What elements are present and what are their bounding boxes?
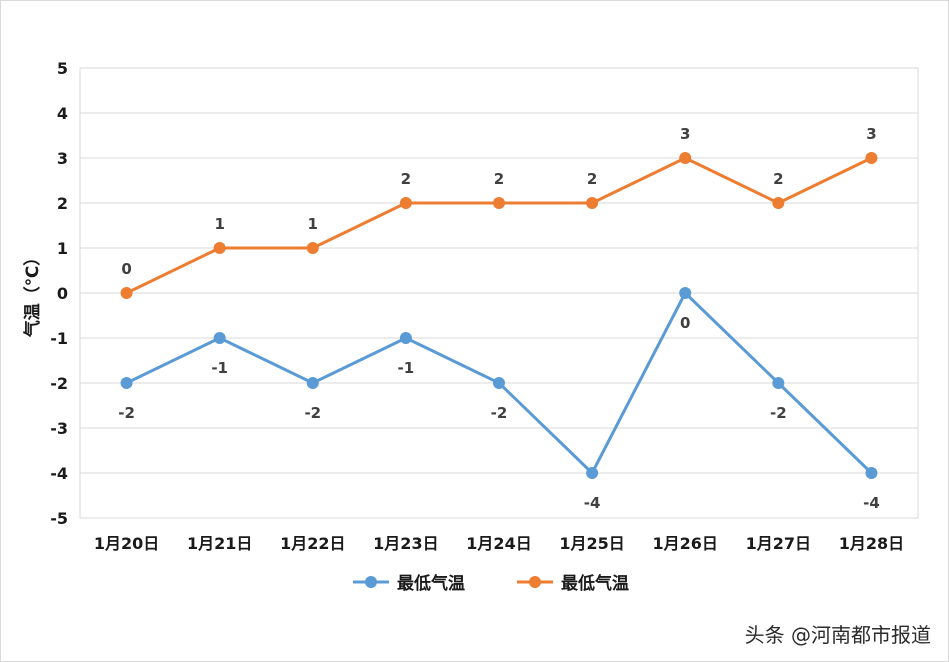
y-tick-label: -5 — [50, 509, 68, 528]
series-group: -2 -1 -2 -1 -2 -4 0 -2 -4 0 1 1 2 2 2 3 2 3 — [118, 125, 880, 512]
data-label: 3 — [680, 125, 690, 143]
data-label: 2 — [401, 170, 411, 188]
y-tick-label: -4 — [50, 464, 68, 483]
data-point — [493, 377, 505, 389]
y-tick-label: -2 — [50, 374, 68, 393]
y-tick-label: 0 — [57, 284, 68, 303]
plot-area-border — [79, 67, 919, 519]
data-label: 2 — [587, 170, 597, 188]
x-tick-label: 1月28日 — [839, 534, 904, 553]
data-point — [586, 467, 599, 479]
x-tick-label: 1月23日 — [373, 534, 438, 553]
data-label: 1 — [308, 215, 318, 233]
data-label: -2 — [491, 404, 508, 422]
data-label: 3 — [866, 125, 876, 143]
data-point — [306, 242, 319, 254]
data-label: -2 — [118, 404, 135, 422]
data-point — [493, 197, 505, 209]
y-axis-ticks: 5 4 3 2 1 0 -1 -2 -3 -4 -5 — [50, 59, 68, 528]
data-point — [120, 377, 133, 389]
data-point — [213, 242, 226, 254]
legend-label: 最低气温 — [561, 573, 629, 594]
data-label: 1 — [214, 215, 224, 233]
data-label: 0 — [121, 260, 131, 278]
data-point — [865, 467, 878, 479]
data-point — [865, 152, 878, 164]
y-tick-label: 1 — [57, 239, 68, 258]
y-tick-label: -1 — [50, 329, 68, 348]
x-tick-label: 1月20日 — [94, 534, 159, 553]
data-label: 0 — [680, 314, 690, 332]
y-tick-label: 3 — [57, 149, 68, 168]
data-point — [772, 377, 785, 389]
data-point — [586, 197, 599, 209]
data-label: -1 — [211, 359, 228, 377]
y-tick-label: 5 — [57, 59, 68, 78]
x-tick-label: 1月27日 — [746, 534, 811, 553]
data-label: 2 — [494, 170, 504, 188]
x-axis-ticks: 1月20日 1月21日 1月22日 1月23日 1月24日 1月25日 1月26日 1月27日… — [94, 534, 904, 553]
legend-marker — [529, 576, 541, 588]
y-tick-label: 2 — [57, 194, 68, 213]
x-tick-label: 1月21日 — [187, 534, 252, 553]
x-tick-label: 1月22日 — [280, 534, 345, 553]
y-axis-label: 气温（℃） — [22, 249, 43, 339]
y-tick-label: -3 — [50, 419, 68, 438]
x-tick-label: 1月26日 — [653, 534, 718, 553]
data-label: -1 — [398, 359, 415, 377]
y-tick-label: 4 — [57, 104, 68, 123]
data-label: 2 — [773, 170, 783, 188]
data-point — [679, 287, 692, 299]
data-label: -4 — [584, 494, 601, 512]
data-point — [120, 287, 133, 299]
x-tick-label: 1月24日 — [466, 534, 531, 553]
data-point — [306, 377, 319, 389]
data-point — [679, 152, 692, 164]
legend: 最低气温 最低气温 — [353, 573, 629, 594]
legend-marker — [365, 576, 377, 588]
data-point — [213, 332, 226, 344]
data-point — [399, 197, 412, 209]
gridlines — [80, 67, 918, 519]
legend-label: 最低气温 — [397, 573, 465, 594]
data-point — [399, 332, 412, 344]
data-label: -4 — [863, 494, 880, 512]
data-point — [772, 197, 785, 209]
data-label: -2 — [304, 404, 321, 422]
x-tick-label: 1月25日 — [559, 534, 624, 553]
watermark: 头条 @河南都市报道 — [744, 623, 931, 647]
data-label: -2 — [770, 404, 787, 422]
